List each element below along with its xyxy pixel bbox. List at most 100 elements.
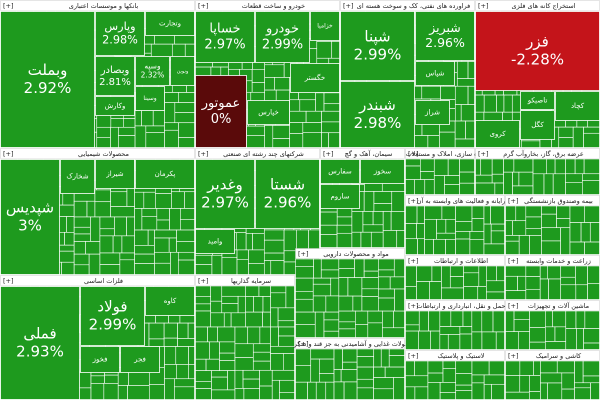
expand-button[interactable]: [+] bbox=[198, 277, 209, 285]
tile[interactable] bbox=[95, 11, 145, 56]
expand-button[interactable]: [+] bbox=[478, 2, 489, 10]
tile[interactable] bbox=[0, 286, 80, 400]
tile[interactable] bbox=[320, 184, 360, 209]
expand-button[interactable]: [+] bbox=[343, 2, 354, 10]
tile[interactable] bbox=[290, 63, 340, 93]
minor-tile bbox=[264, 77, 276, 91]
minor-tile bbox=[565, 328, 577, 350]
minor-tile bbox=[127, 385, 150, 400]
sector-title: فلزات اساسی bbox=[84, 277, 123, 285]
tile[interactable] bbox=[95, 159, 135, 189]
tile[interactable] bbox=[255, 159, 320, 229]
minor-tile bbox=[455, 384, 473, 391]
tile[interactable] bbox=[195, 159, 255, 229]
minor-tile bbox=[64, 232, 75, 246]
minor-tile bbox=[121, 235, 135, 254]
minor-tile bbox=[323, 311, 340, 321]
minor-tile bbox=[141, 208, 158, 217]
tile[interactable] bbox=[340, 81, 415, 148]
tile[interactable] bbox=[320, 159, 360, 184]
expand-button[interactable]: [+] bbox=[323, 150, 334, 158]
expand-button[interactable]: [+] bbox=[3, 150, 14, 158]
tile[interactable] bbox=[415, 61, 455, 86]
minor-tile bbox=[219, 352, 236, 361]
tile[interactable] bbox=[0, 11, 95, 148]
tile[interactable] bbox=[60, 159, 95, 194]
minor-tile bbox=[525, 265, 541, 277]
tile-value-label: 2.99% bbox=[354, 46, 402, 64]
expand-button[interactable]: [+] bbox=[408, 257, 419, 265]
tile-name: شیراز bbox=[105, 170, 123, 178]
tile[interactable] bbox=[80, 286, 145, 346]
expand-button[interactable]: [+] bbox=[508, 197, 519, 205]
tile[interactable] bbox=[135, 56, 170, 86]
minor-tile bbox=[156, 208, 170, 221]
tile[interactable] bbox=[247, 100, 290, 125]
minor-tile bbox=[445, 239, 456, 255]
tile[interactable] bbox=[360, 159, 405, 184]
tile[interactable] bbox=[195, 75, 247, 148]
expand-button[interactable]: [+] bbox=[3, 2, 14, 10]
tile[interactable] bbox=[475, 120, 520, 148]
tile[interactable] bbox=[310, 11, 340, 41]
expand-button[interactable]: [+] bbox=[408, 352, 419, 360]
tile[interactable] bbox=[80, 346, 120, 373]
expand-button[interactable]: [+] bbox=[3, 277, 14, 285]
tile[interactable] bbox=[415, 100, 450, 125]
minor-tile bbox=[94, 201, 111, 218]
minor-tile bbox=[518, 171, 534, 187]
tile[interactable] bbox=[520, 110, 555, 140]
tile[interactable] bbox=[145, 286, 195, 316]
tile[interactable] bbox=[95, 56, 135, 96]
expand-button[interactable]: [+] bbox=[478, 150, 489, 158]
minor-tile bbox=[419, 158, 435, 172]
expand-button[interactable]: [+] bbox=[298, 340, 309, 348]
minor-tile bbox=[574, 382, 591, 389]
tile[interactable] bbox=[520, 91, 555, 110]
tile[interactable] bbox=[170, 56, 195, 86]
tile[interactable] bbox=[415, 11, 475, 61]
tile[interactable] bbox=[145, 11, 195, 36]
tile[interactable] bbox=[135, 159, 195, 189]
tile[interactable] bbox=[0, 159, 60, 275]
tile[interactable] bbox=[95, 96, 135, 116]
minor-tile bbox=[336, 232, 353, 248]
expand-button[interactable]: [+] bbox=[508, 257, 519, 265]
expand-button[interactable]: [+] bbox=[408, 302, 419, 310]
tile-name: شپنا bbox=[364, 28, 390, 47]
minor-tile bbox=[444, 184, 460, 195]
minor-tile bbox=[454, 138, 475, 148]
tile[interactable] bbox=[195, 11, 255, 63]
expand-button[interactable]: [+] bbox=[298, 250, 309, 258]
tile[interactable] bbox=[475, 11, 600, 91]
expand-button[interactable]: [+] bbox=[508, 352, 519, 360]
expand-button[interactable]: [+] bbox=[508, 302, 519, 310]
minor-tile bbox=[336, 216, 353, 226]
minor-tile bbox=[141, 216, 158, 231]
sector-title: شرکتهای چند رشته ای صنعتی bbox=[223, 150, 304, 158]
expand-button[interactable]: [+] bbox=[408, 197, 419, 205]
minor-tile bbox=[459, 326, 473, 335]
expand-button[interactable]: [+] bbox=[408, 150, 419, 158]
minor-tile bbox=[73, 264, 90, 275]
tile[interactable] bbox=[555, 91, 600, 121]
tile[interactable] bbox=[195, 229, 235, 254]
minor-tile bbox=[554, 158, 566, 175]
sector-title: لاستیک و پلاستیک bbox=[437, 352, 484, 360]
minor-tile bbox=[405, 286, 417, 300]
minor-tile bbox=[271, 369, 295, 381]
minor-tile bbox=[547, 382, 563, 400]
minor-tile bbox=[433, 158, 449, 176]
tile[interactable] bbox=[135, 86, 165, 111]
tile-name: کچاد bbox=[571, 102, 585, 110]
minor-tile bbox=[505, 205, 517, 222]
tile[interactable] bbox=[340, 11, 415, 81]
tile[interactable] bbox=[120, 346, 160, 373]
minor-tile bbox=[195, 296, 211, 305]
minor-tile bbox=[583, 126, 600, 134]
sector-title: فراورده های نفتی، کک و سوخت هسته ای bbox=[357, 2, 470, 10]
expand-button[interactable]: [+] bbox=[198, 150, 209, 158]
minor-tile bbox=[295, 348, 312, 366]
expand-button[interactable]: [+] bbox=[198, 2, 209, 10]
tile[interactable] bbox=[255, 11, 310, 63]
